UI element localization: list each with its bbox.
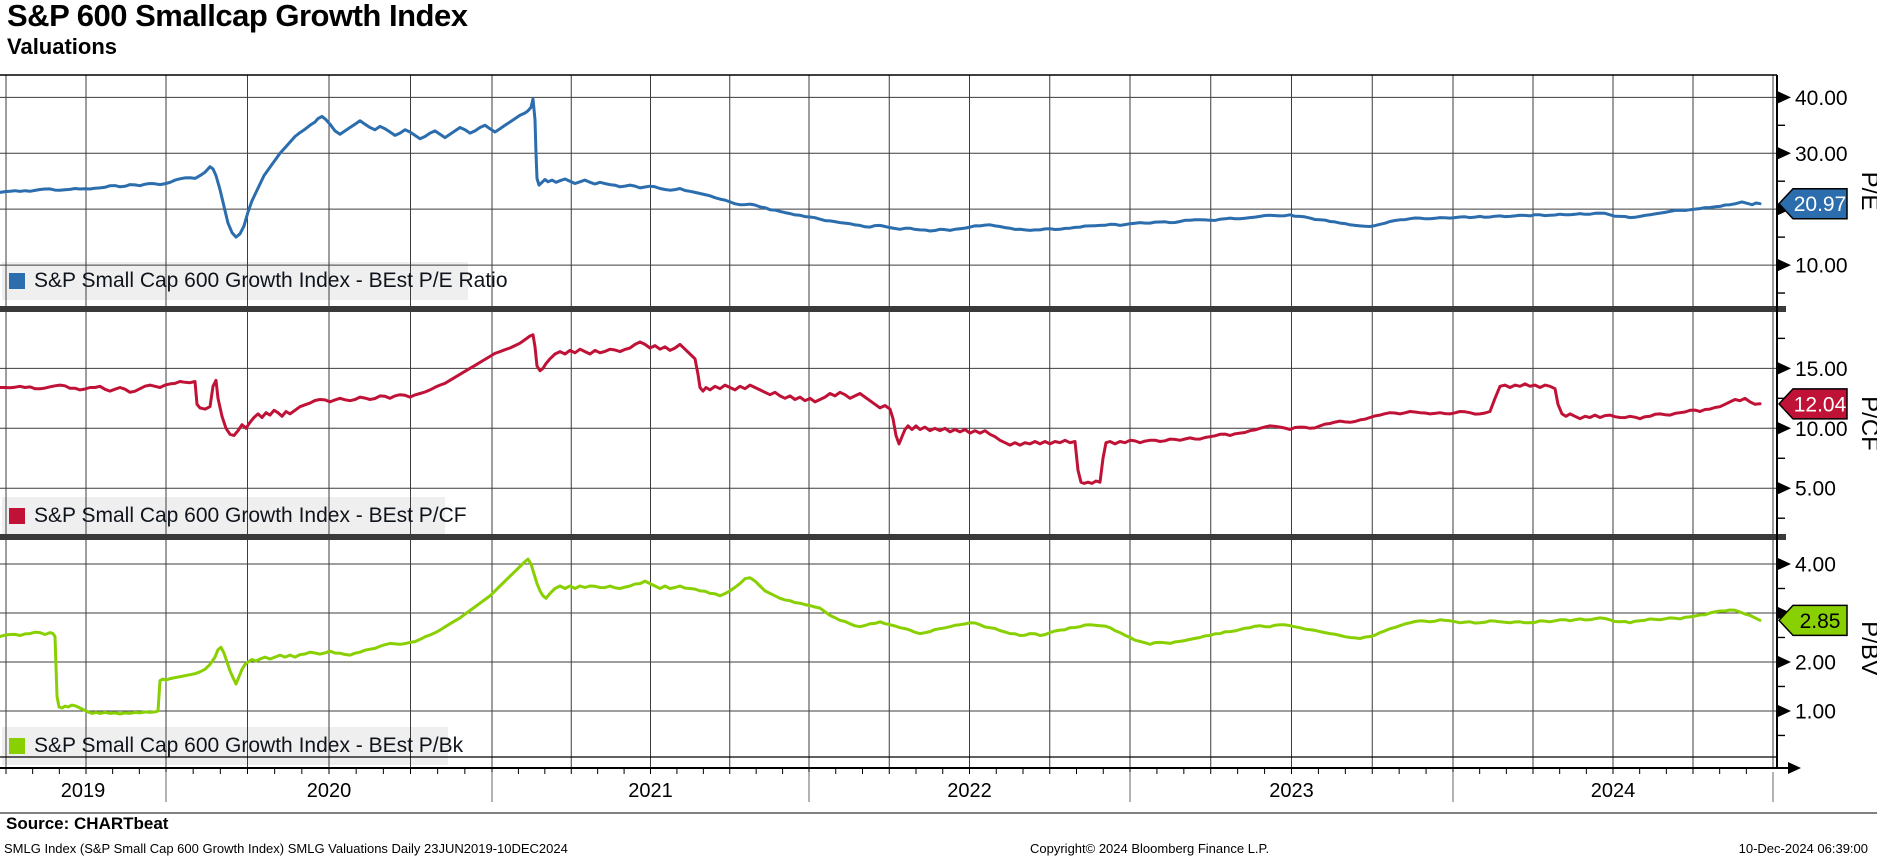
panel-separator (0, 534, 1786, 540)
y-axis-title-pe: P/E (1856, 172, 1877, 211)
y-major-tick-arrow-icon (1778, 655, 1791, 668)
chart-description: SMLG Index (S&P Small Cap 600 Growth Ind… (4, 841, 568, 856)
y-major-tick-arrow-icon (1778, 362, 1791, 375)
legend-swatch-pe-icon (9, 273, 25, 289)
source-label: Source: CHARTbeat (6, 814, 169, 833)
last-value-tag-pe[interactable] (1777, 187, 1848, 220)
page-title: S&P 600 Smallcap Growth Index (7, 0, 468, 33)
legend-box-bg (2, 727, 448, 765)
year-label: 2021 (628, 780, 673, 802)
series-line-pbv[interactable] (0, 557, 1762, 716)
y-major-tick-arrow-icon (1778, 422, 1791, 435)
panel-separator (0, 306, 1786, 312)
series-line-pe[interactable] (0, 97, 1762, 239)
page-subtitle: Valuations (7, 34, 118, 59)
legend-swatch-pcf-icon (9, 508, 25, 524)
y-major-tick-arrow-icon (1778, 147, 1791, 160)
x-axis-arrow-icon (1788, 762, 1801, 774)
legend-swatch-pbv-icon (9, 738, 25, 754)
year-label: 2024 (1591, 780, 1636, 802)
timestamp: 10-Dec-2024 06:39:00 (1738, 841, 1868, 856)
y-tick-label: 30.00 (1795, 143, 1848, 166)
year-label: 2019 (61, 780, 106, 802)
last-value-tag-pbv[interactable] (1777, 604, 1848, 637)
y-tick-label: 2.00 (1795, 651, 1836, 674)
y-axis-title-pbv: P/BV (1856, 621, 1877, 676)
y-major-tick-arrow-icon (1778, 259, 1791, 272)
legend-pe[interactable]: S&P Small Cap 600 Growth Index - BEst P/… (9, 262, 508, 300)
y-axis-title-pcf: P/CF (1856, 396, 1877, 451)
year-label: 2023 (1269, 780, 1314, 802)
y-tick-label: 1.00 (1795, 700, 1836, 723)
y-major-tick-arrow-icon (1778, 91, 1791, 104)
legend-pe-label: S&P Small Cap 600 Growth Index - BEst P/… (34, 269, 508, 292)
copyright-text: Copyright© 2024 Bloomberg Finance L.P. (1030, 841, 1270, 856)
y-major-tick-arrow-icon (1778, 704, 1791, 717)
last-value-tag-pcf[interactable] (1777, 388, 1848, 420)
y-tick-label: 40.00 (1795, 87, 1848, 110)
last-value-tag-label: 20.97 (1794, 193, 1847, 216)
y-major-tick-arrow-icon (1778, 606, 1791, 619)
year-label: 2022 (947, 780, 992, 802)
legend-pcf[interactable]: S&P Small Cap 600 Growth Index - BEst P/… (9, 497, 467, 535)
y-tick-label: 5.00 (1795, 478, 1836, 501)
legend-pbv[interactable]: S&P Small Cap 600 Growth Index - BEst P/… (9, 727, 463, 765)
y-major-tick-arrow-icon (1778, 482, 1791, 495)
legend-box-bg (2, 262, 468, 300)
last-value-tag-label: 12.04 (1794, 393, 1847, 416)
legend-pcf-label: S&P Small Cap 600 Growth Index - BEst P/… (34, 504, 467, 527)
y-tick-label: 10.00 (1795, 255, 1848, 278)
series-line-pcf[interactable] (0, 333, 1762, 485)
legend-pbv-label: S&P Small Cap 600 Growth Index - BEst P/… (34, 734, 464, 757)
y-tick-label: 4.00 (1795, 554, 1836, 577)
y-major-tick-arrow-icon (1778, 558, 1791, 571)
legend-box-bg (2, 497, 445, 535)
y-tick-label: 15.00 (1795, 358, 1848, 381)
y-tick-label: 10.00 (1795, 418, 1848, 441)
last-value-tag-label: 2.85 (1800, 610, 1841, 633)
year-label: 2020 (307, 780, 352, 802)
